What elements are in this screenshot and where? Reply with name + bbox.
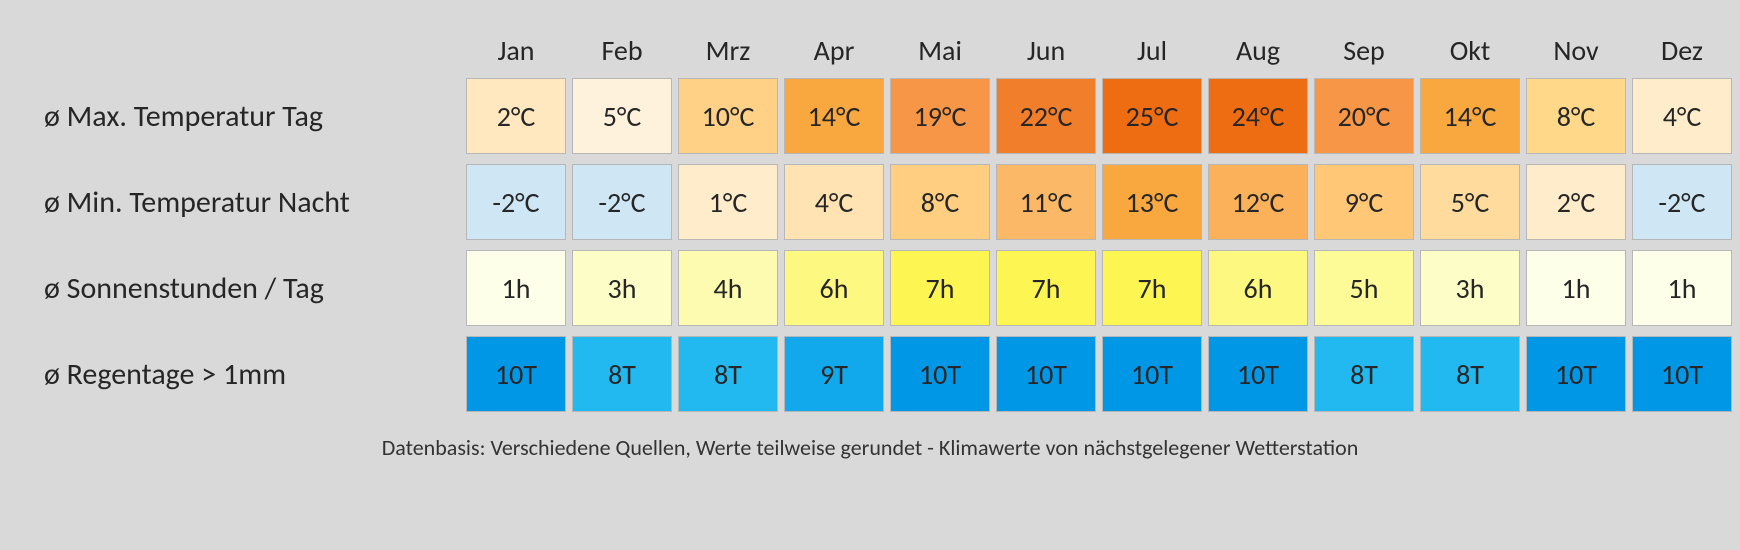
header-spacer <box>40 26 460 68</box>
month-header: Okt <box>1420 26 1520 68</box>
cell-rain_days: 10T <box>996 336 1096 412</box>
cell-sun_hours: 6h <box>1208 250 1308 326</box>
cell-min_temp: -2°C <box>572 164 672 240</box>
climate-table: JanFebMrzAprMaiJunJulAugSepOktNovDezø Ma… <box>40 26 1700 412</box>
cell-sun_hours: 3h <box>572 250 672 326</box>
cell-min_temp: 11°C <box>996 164 1096 240</box>
cell-rain_days: 10T <box>1102 336 1202 412</box>
row-label-max_temp: ø Max. Temperatur Tag <box>40 78 460 154</box>
cell-sun_hours: 3h <box>1420 250 1520 326</box>
month-header: Mai <box>890 26 990 68</box>
cell-min_temp: 13°C <box>1102 164 1202 240</box>
cell-rain_days: 10T <box>1632 336 1732 412</box>
cell-rain_days: 10T <box>1526 336 1626 412</box>
month-header: Mrz <box>678 26 778 68</box>
cell-max_temp: 4°C <box>1632 78 1732 154</box>
cell-min_temp: -2°C <box>1632 164 1732 240</box>
month-header: Sep <box>1314 26 1414 68</box>
cell-min_temp: -2°C <box>466 164 566 240</box>
cell-sun_hours: 7h <box>996 250 1096 326</box>
cell-sun_hours: 1h <box>1526 250 1626 326</box>
month-header: Feb <box>572 26 672 68</box>
cell-max_temp: 25°C <box>1102 78 1202 154</box>
cell-min_temp: 4°C <box>784 164 884 240</box>
cell-min_temp: 8°C <box>890 164 990 240</box>
cell-min_temp: 2°C <box>1526 164 1626 240</box>
cell-rain_days: 8T <box>572 336 672 412</box>
cell-min_temp: 1°C <box>678 164 778 240</box>
cell-sun_hours: 1h <box>1632 250 1732 326</box>
cell-max_temp: 24°C <box>1208 78 1308 154</box>
cell-rain_days: 9T <box>784 336 884 412</box>
cell-min_temp: 12°C <box>1208 164 1308 240</box>
cell-min_temp: 5°C <box>1420 164 1520 240</box>
cell-max_temp: 22°C <box>996 78 1096 154</box>
cell-max_temp: 8°C <box>1526 78 1626 154</box>
cell-max_temp: 10°C <box>678 78 778 154</box>
cell-sun_hours: 1h <box>466 250 566 326</box>
cell-max_temp: 14°C <box>784 78 884 154</box>
month-header: Nov <box>1526 26 1626 68</box>
cell-max_temp: 20°C <box>1314 78 1414 154</box>
cell-rain_days: 10T <box>466 336 566 412</box>
month-header: Jul <box>1102 26 1202 68</box>
row-label-sun_hours: ø Sonnenstunden / Tag <box>40 250 460 326</box>
cell-sun_hours: 7h <box>890 250 990 326</box>
cell-sun_hours: 5h <box>1314 250 1414 326</box>
month-header: Aug <box>1208 26 1308 68</box>
cell-max_temp: 19°C <box>890 78 990 154</box>
cell-rain_days: 10T <box>1208 336 1308 412</box>
cell-rain_days: 10T <box>890 336 990 412</box>
cell-rain_days: 8T <box>678 336 778 412</box>
cell-sun_hours: 6h <box>784 250 884 326</box>
month-header: Jan <box>466 26 566 68</box>
footer-note: Datenbasis: Verschiedene Quellen, Werte … <box>40 434 1700 461</box>
month-header: Apr <box>784 26 884 68</box>
cell-max_temp: 14°C <box>1420 78 1520 154</box>
cell-rain_days: 8T <box>1314 336 1414 412</box>
month-header: Dez <box>1632 26 1732 68</box>
cell-max_temp: 5°C <box>572 78 672 154</box>
cell-sun_hours: 4h <box>678 250 778 326</box>
cell-min_temp: 9°C <box>1314 164 1414 240</box>
row-label-min_temp: ø Min. Temperatur Nacht <box>40 164 460 240</box>
cell-rain_days: 8T <box>1420 336 1520 412</box>
month-header: Jun <box>996 26 1096 68</box>
cell-max_temp: 2°C <box>466 78 566 154</box>
cell-sun_hours: 7h <box>1102 250 1202 326</box>
row-label-rain_days: ø Regentage > 1mm <box>40 336 460 412</box>
